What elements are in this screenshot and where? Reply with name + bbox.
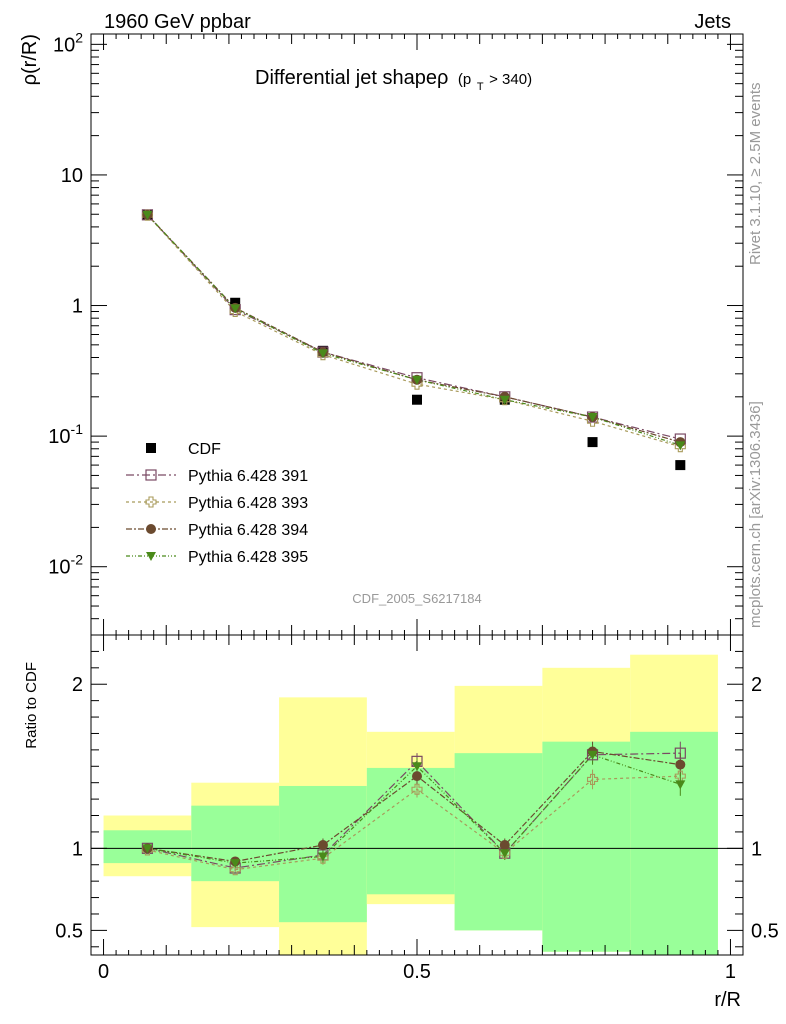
pythia-point [499, 395, 510, 405]
series-line [146, 214, 681, 446]
pythia-point [142, 210, 153, 220]
header-right: Jets [694, 11, 731, 33]
legend-label: CDF [188, 441, 221, 458]
x-tick-label: 0 [98, 961, 109, 983]
legend-marker [146, 552, 156, 561]
y-tick-label-bottom-right: 1 [751, 838, 762, 860]
y-tick-label-bottom-right: 0.5 [751, 920, 779, 942]
ratio-point [499, 849, 510, 859]
ratio-point [411, 783, 423, 795]
ratio-point [412, 762, 422, 772]
x-tick-label: 0.5 [403, 961, 431, 983]
band-green-bin [366, 767, 455, 895]
watermark: CDF_2005_S6217184 [352, 591, 481, 606]
series-line [146, 214, 681, 440]
legend-marker [146, 443, 156, 453]
legend-marker [145, 469, 157, 481]
pythia-point [230, 304, 241, 314]
legend-label: Pythia 6.428 393 [188, 495, 308, 512]
cdf-point [412, 394, 422, 405]
band-green-bin [542, 741, 631, 952]
legend-marker [145, 496, 157, 508]
ratio-point [674, 747, 686, 759]
ratio-point [142, 844, 153, 854]
main-title: Differential jet shapeρ (p T > 340) [255, 67, 532, 95]
legend-marker [146, 524, 156, 534]
legend: CDF Pythia 6.428 391 Pythia 6.428 393 Pythi… [126, 441, 308, 566]
title-subscript: T [477, 81, 484, 93]
y-tick-label-bottom-left: 2 [72, 674, 83, 696]
ratio-point [230, 859, 241, 869]
y-tick-label-top: 102 [53, 29, 83, 56]
ratio-point [586, 773, 599, 785]
pythia-point [412, 375, 422, 385]
ratio-point [499, 840, 510, 851]
axis-tick-labels: 10-2 10-1 1 10 102 0 0.5 1 0.5 0.5 1 1 2 2 [48, 29, 779, 983]
cdf-point [587, 437, 598, 448]
y-tick-label-bottom-left: 1 [72, 838, 83, 860]
legend-label: Pythia 6.428 395 [188, 549, 308, 566]
ratio-uncertainty-bands [103, 654, 718, 955]
ratio-point [317, 852, 328, 862]
title-sub: (p [458, 71, 471, 88]
pythia-point [675, 441, 686, 451]
ratio-point [587, 750, 598, 760]
ratio-point [675, 759, 686, 770]
y-tick-label-top: 10-2 [48, 552, 83, 579]
title-tail: > 340) [489, 71, 532, 88]
top-panel-frame [90, 33, 744, 636]
cdf-point [230, 297, 241, 308]
y-axis-label-top: ρ(r/R) [19, 34, 41, 85]
legend-label: Pythia 6.428 394 [188, 522, 308, 539]
y-tick-label-top: 10 [61, 165, 83, 187]
y-axis-label-bottom: Ratio to CDF [23, 662, 40, 749]
pythia-point [317, 349, 328, 359]
ratio-point [675, 780, 686, 790]
axis-ticks [91, 34, 743, 955]
y-tick-label-bottom-left: 0.5 [55, 920, 83, 942]
mcplots-label: mcplots.cern.ch [arXiv:1306.3436] [747, 401, 764, 628]
x-axis-label: r/R [714, 989, 741, 1011]
legend-label: Pythia 6.428 391 [188, 468, 308, 485]
x-tick-label: 1 [725, 961, 736, 983]
rivet-label: Rivet 3.1.10, ≥ 2.5M events [747, 83, 764, 266]
y-tick-label-top: 1 [72, 296, 83, 318]
series-markers [141, 209, 686, 876]
ratio-point [317, 840, 328, 851]
y-tick-label-bottom-right: 2 [751, 674, 762, 696]
series-line [146, 214, 681, 448]
ratio-point [229, 864, 241, 876]
cdf-point [675, 460, 686, 471]
title-main: Differential jet shapeρ [255, 67, 448, 89]
header-left: 1960 GeV ppbar [104, 11, 251, 33]
series-line [146, 214, 681, 443]
band-green-bin [630, 731, 718, 955]
y-tick-label-top: 10-1 [48, 421, 83, 448]
pythia-point [587, 413, 598, 423]
band-green-bin [454, 753, 543, 931]
ratio-point [412, 771, 422, 782]
